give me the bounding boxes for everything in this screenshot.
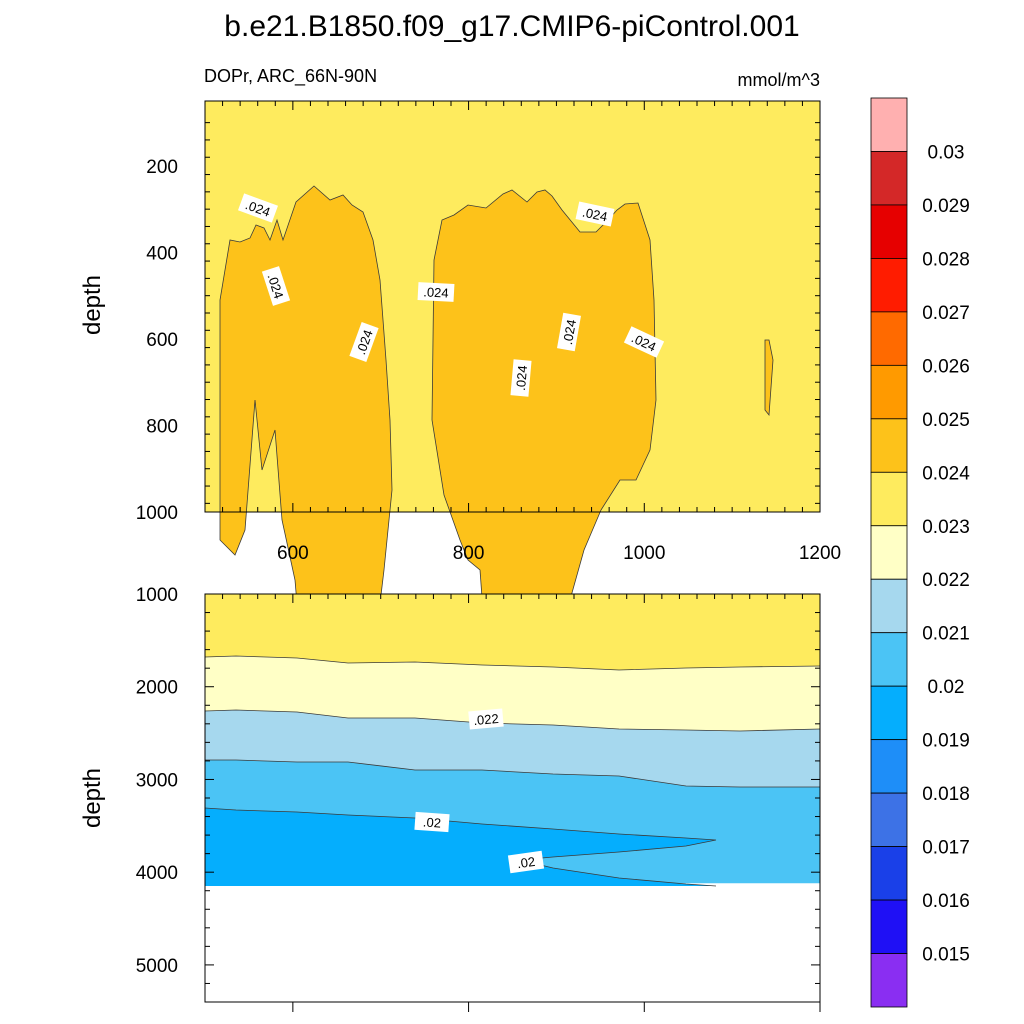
upper-contour-label-box <box>238 193 278 223</box>
colorbar-label: 0.018 <box>922 784 970 805</box>
lower-y-tick-label: 5000 <box>136 956 178 977</box>
lower-contour-label-group: .02 <box>507 850 545 874</box>
lower-contour-label: .022 <box>473 711 500 728</box>
upper-contour-label-group: .024 <box>261 266 291 306</box>
lower-y-tick-label: 4000 <box>136 863 178 884</box>
colorbar-label: 0.02 <box>928 677 965 698</box>
upper-contour-label-box <box>557 312 581 352</box>
lower-contour-label-group: .022 <box>468 708 504 730</box>
lower-y-tick-label: 3000 <box>136 770 178 791</box>
lower-contour-line <box>205 759 820 788</box>
upper-contour-patch-3 <box>764 339 774 417</box>
colorbar-swatch <box>870 311 908 366</box>
lower-y-tick-label: 2000 <box>136 678 178 699</box>
colorbar-swatch <box>870 258 908 313</box>
lower-contour-label-box <box>414 811 450 833</box>
colorbar-swatch <box>870 792 908 847</box>
colorbar-label: 0.022 <box>922 570 970 591</box>
colorbar-swatch <box>870 204 908 259</box>
colorbar-swatch <box>870 525 908 580</box>
chart-title: b.e21.B1850.f09_g17.CMIP6-piControl.001 <box>224 10 799 43</box>
colorbar-label: 0.03 <box>928 142 965 163</box>
colorbar-label: 0.029 <box>922 196 970 217</box>
colorbar-swatch <box>870 471 908 527</box>
upper-contour-label: .024 <box>581 205 609 225</box>
upper-plot-frame <box>204 100 821 513</box>
lower-y-axis-label: depth <box>79 768 106 828</box>
upper-contour-label-box <box>349 322 379 362</box>
upper-y-tick-label: 200 <box>146 157 178 178</box>
upper-contour-label: .024 <box>264 272 286 301</box>
lower-band-fill <box>205 656 820 731</box>
upper-contour-patch-1 <box>219 185 393 652</box>
colorbar-swatch <box>870 685 908 741</box>
upper-contour-label: .024 <box>560 318 579 346</box>
colorbar-swatch <box>870 418 908 473</box>
lower-y-tick-label: 1000 <box>136 585 178 606</box>
colorbar-label: 0.026 <box>922 356 970 377</box>
colorbar-swatch <box>870 632 908 687</box>
upper-contour-label-box <box>575 201 615 227</box>
lower-contour-label-box <box>507 850 545 874</box>
colorbar-swatch <box>870 364 908 420</box>
colorbar-label: 0.027 <box>922 303 970 324</box>
colorbar-swatch <box>870 97 908 152</box>
upper-contour-label-group: .024 <box>417 282 455 302</box>
upper-contour-label-group: .024 <box>238 193 278 223</box>
upper-contour-label-box <box>510 359 532 397</box>
colorbar-label: 0.028 <box>922 249 970 270</box>
upper-contour-label-group: .024 <box>349 322 379 362</box>
colorbar-label: 0.024 <box>922 463 970 484</box>
upper-y-axis-label: depth <box>79 275 106 335</box>
colorbar-label: 0.023 <box>922 517 970 538</box>
colorbar-label: 0.015 <box>922 945 970 966</box>
lower-contour-label: .02 <box>422 814 441 830</box>
upper-y-tick-label: 400 <box>146 243 178 264</box>
upper-contour-label-box <box>417 282 455 302</box>
upper-contour-label-box <box>261 266 291 306</box>
lower-contour-label-box <box>468 708 504 730</box>
upper-y-tick-label: 600 <box>146 330 178 351</box>
colorbar-label: 0.016 <box>922 891 970 912</box>
lower-band-fill <box>205 808 716 886</box>
lower-contour-line <box>204 655 821 671</box>
upper-x-tick-label: 800 <box>453 543 485 564</box>
lower-band-fill <box>205 594 820 670</box>
upper-x-tick-label: 1200 <box>799 543 841 564</box>
colorbar-label: 0.017 <box>922 838 970 859</box>
colorbar-label: 0.025 <box>922 410 970 431</box>
upper-contour-label-box <box>623 326 665 358</box>
lower-panel: .022 .02 .02 1000 2000 3000 4000 5000 <box>136 585 821 1012</box>
upper-x-tick-label: 1000 <box>623 543 665 564</box>
upper-contour-label-group: .024 <box>575 201 615 227</box>
upper-contour-label-group: .024 <box>510 359 532 397</box>
upper-contour-label-group: .024 <box>557 312 581 352</box>
colorbar-swatch <box>870 899 908 954</box>
upper-contour-label: .024 <box>513 365 530 392</box>
upper-y-tick-label: 800 <box>146 416 178 437</box>
upper-contour-label: .024 <box>423 284 449 300</box>
colorbar-label: 0.019 <box>922 731 970 752</box>
upper-y-tick-label: 1000 <box>136 503 178 524</box>
colorbar-swatch <box>870 578 908 634</box>
colorbar-swatch <box>870 846 908 901</box>
lower-contour-label: .02 <box>516 854 536 871</box>
upper-x-tick-label: 600 <box>277 543 309 564</box>
colorbar-swatch <box>870 739 908 794</box>
chart-subtitle-variable: DOPr, ARC_66N-90N <box>204 66 377 87</box>
colorbar-label: 0.021 <box>922 624 970 645</box>
colorbar: 0.03 0.029 0.028 0.027 0.026 0.025 0.024 0.023 0… <box>870 97 970 1008</box>
lower-contour-label-group: .02 <box>414 811 450 833</box>
chart-units: mmol/m^3 <box>738 70 820 90</box>
lower-contour-line <box>204 807 717 887</box>
colorbar-swatch <box>870 151 908 206</box>
colorbar-swatch <box>870 953 908 1008</box>
lower-band-fill <box>205 710 820 787</box>
